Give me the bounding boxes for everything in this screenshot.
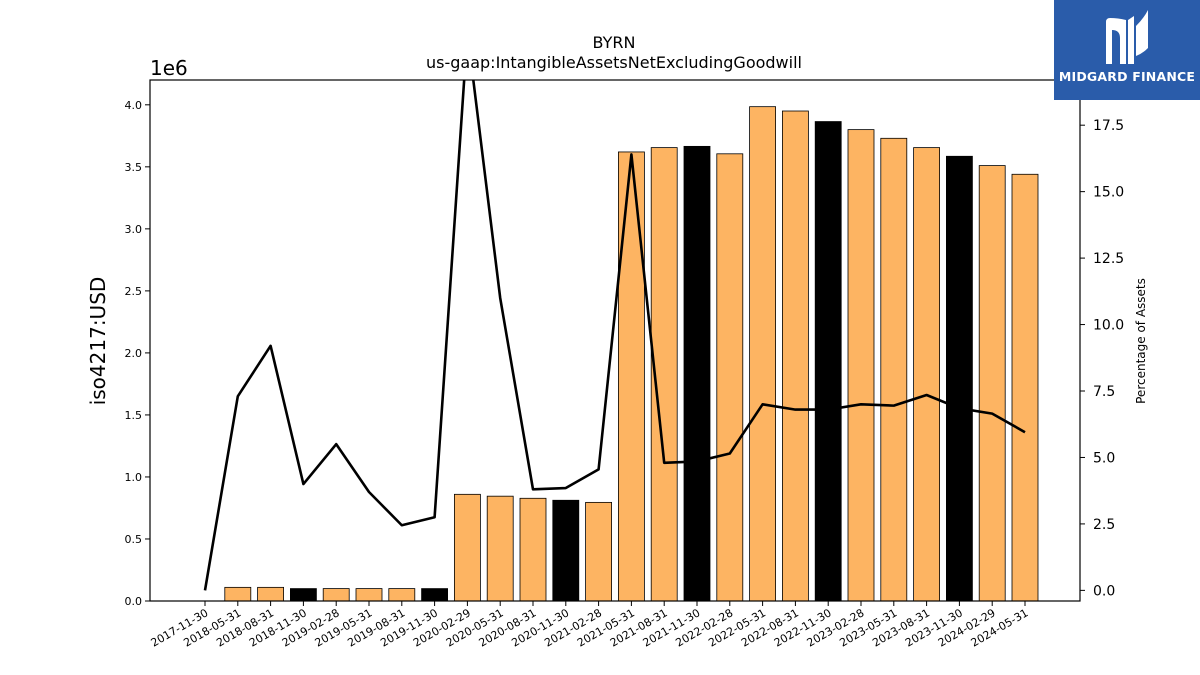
bar [913,147,940,602]
y2-tick-label: 12.5 [1093,251,1124,267]
bar [880,137,908,602]
bar [388,588,416,602]
y2-tick-label: 10.0 [1093,318,1124,334]
bar [749,106,776,602]
bar [257,586,285,602]
bar [716,153,744,602]
bar [782,110,809,602]
y2-axis-label: Percentage of Assets [1134,278,1148,404]
y2-tick-label: 2.5 [1093,517,1115,533]
y2-tick-label: 17.5 [1093,118,1124,134]
bar [224,586,252,602]
bar [847,129,875,602]
brand-logo: MIDGARD FINANCE [1054,0,1200,100]
bar [946,155,973,602]
bar [453,493,481,602]
bar [322,588,350,602]
y-tick-label: 0.5 [125,533,143,546]
y2-tick-label: 0.0 [1093,583,1115,599]
logo-icon [1106,10,1148,64]
y-tick-label: 2.0 [125,347,143,360]
bar [618,151,645,602]
bar [519,497,547,602]
bar [814,121,842,602]
y-offset-label: 1e6 [150,56,188,80]
chart-title: BYRN [593,33,636,52]
y-axis-label: iso4217:USD [86,277,110,406]
bar [585,501,612,602]
brand-name: MIDGARD FINANCE [1058,69,1196,84]
line-group [203,80,1026,591]
y2-tick-label: 7.5 [1093,384,1115,400]
y2-tick-label: 15.0 [1093,185,1124,201]
bar [421,588,449,602]
y-tick-label: 2.5 [125,285,143,298]
chart-subtitle: us-gaap:IntangibleAssetsNetExcludingGood… [426,53,802,72]
bar [355,588,383,602]
y-tick-label: 1.5 [125,409,143,422]
bar [978,165,1006,602]
y-tick-label: 4.0 [125,99,143,112]
y-tick-label: 0.0 [125,595,143,608]
y-tick-label: 3.0 [125,223,143,236]
bar [486,495,514,602]
bar [289,588,317,602]
y-tick-label: 3.5 [125,161,143,174]
y2-tick-label: 5.0 [1093,450,1115,466]
plot-frame [149,79,1081,602]
bar [552,499,580,602]
bars-group [224,106,1039,602]
bar [683,145,711,602]
y-tick-label: 1.0 [125,471,143,484]
bar [1011,173,1039,602]
percentage-line [203,80,1026,591]
